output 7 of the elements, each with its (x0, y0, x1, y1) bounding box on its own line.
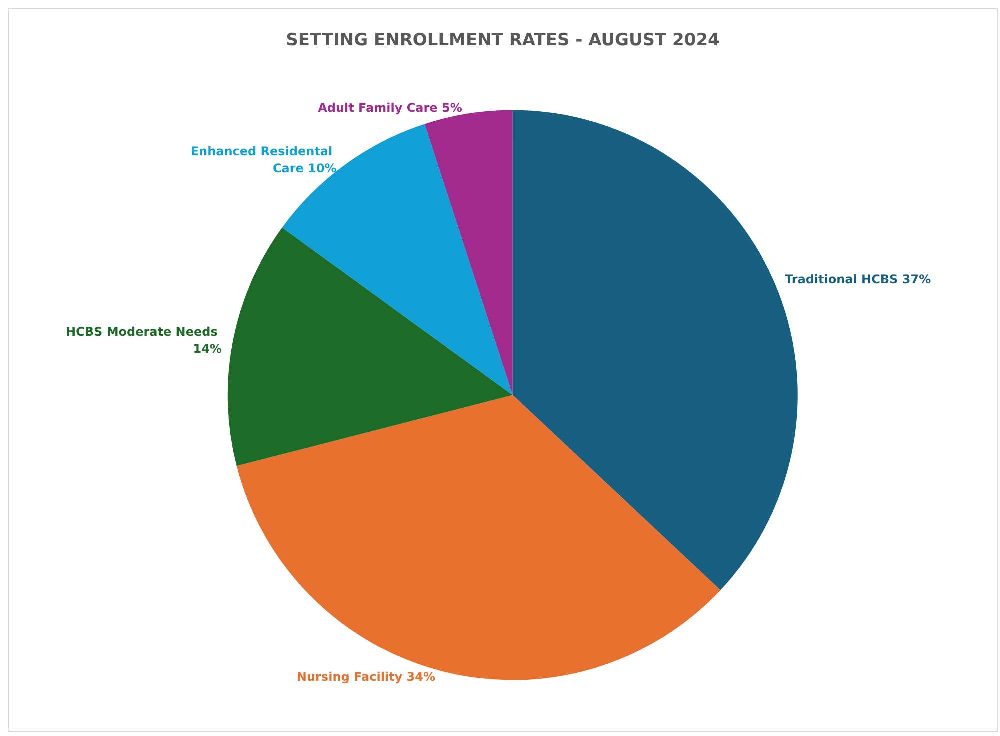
slice-label: Nursing Facility 34% (296, 670, 436, 684)
data-label: 14% (193, 342, 222, 356)
slice-label: Adult Family Care 5% (318, 100, 462, 115)
chart-title: SETTING ENROLLMENT RATES - AUGUST 2024 (286, 30, 720, 50)
slice-label: Enhanced Residental Care 10% (190, 144, 337, 176)
slice-label: HCBS Moderate Needs (66, 325, 222, 340)
slice-label: Traditional HCBS 37% (784, 272, 932, 287)
